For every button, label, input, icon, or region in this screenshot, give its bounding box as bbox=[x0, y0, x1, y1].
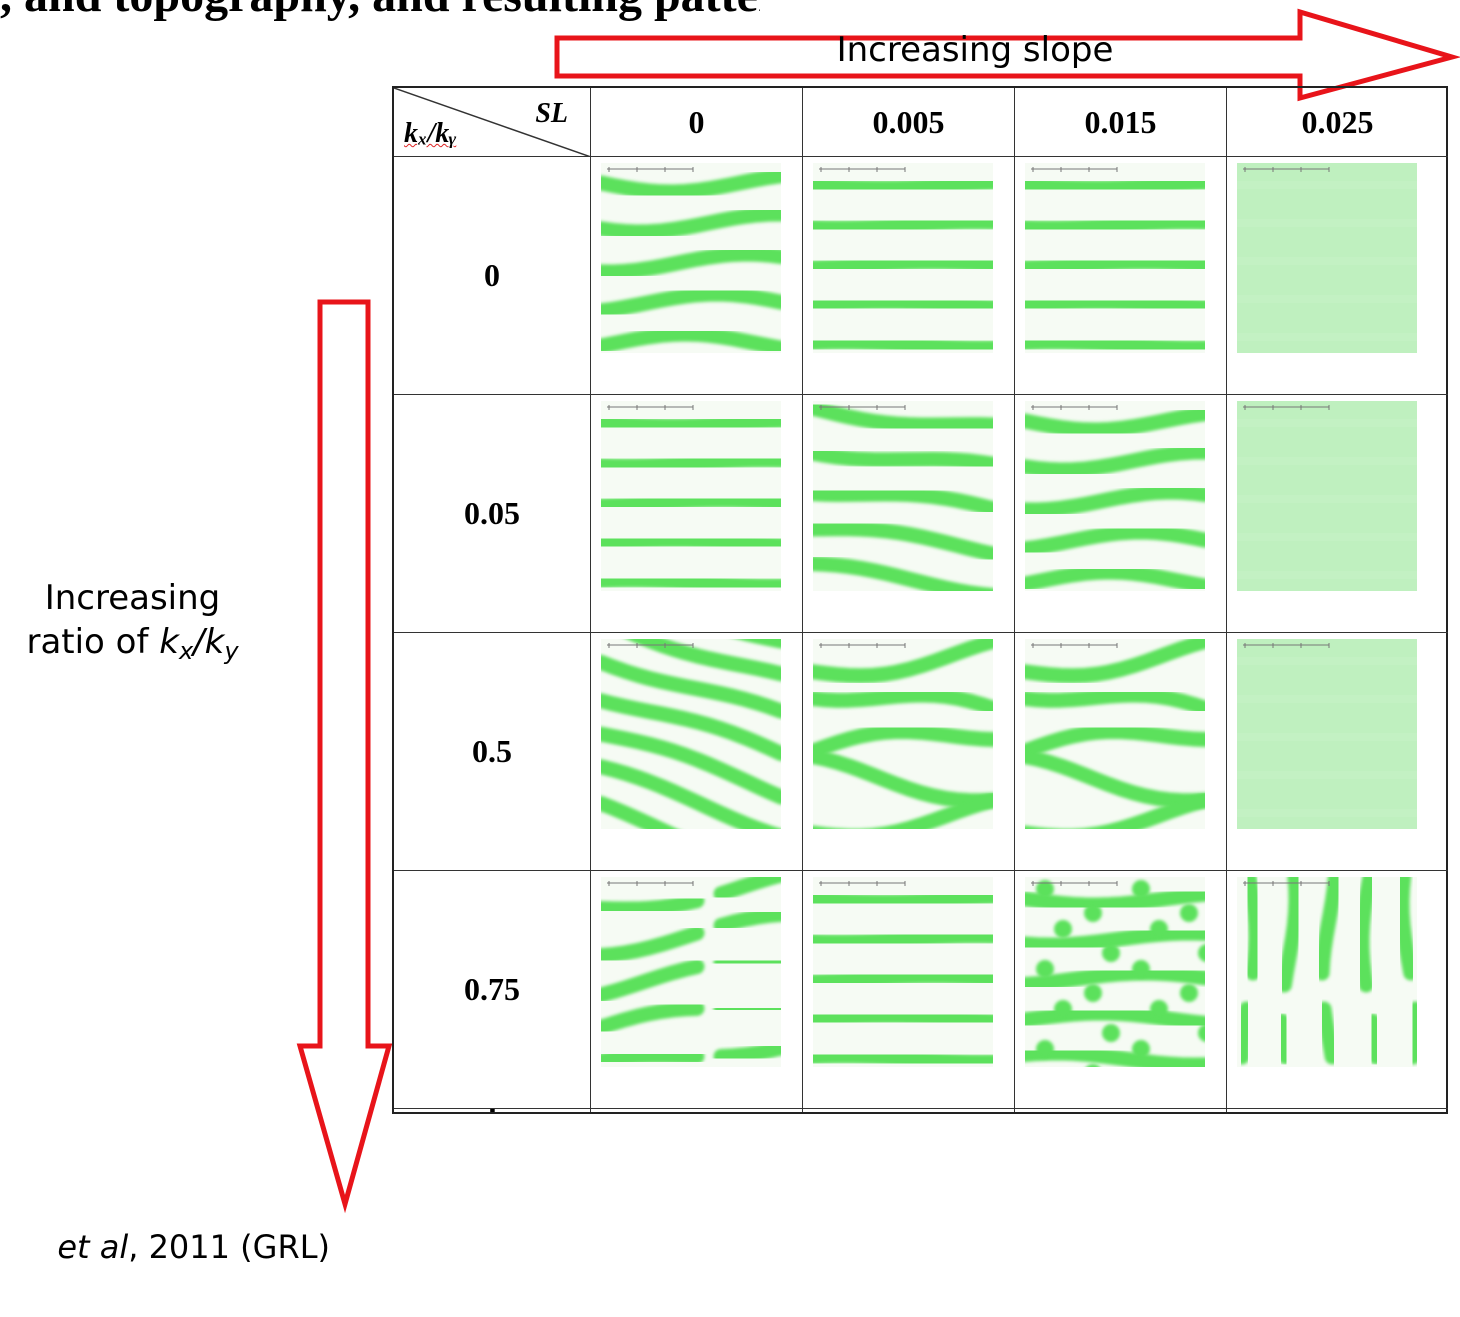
uniform-pattern bbox=[1237, 401, 1417, 591]
pattern-cell bbox=[591, 395, 803, 633]
wavy-bands-pattern bbox=[1025, 401, 1205, 591]
straight-bands-pattern bbox=[813, 163, 993, 353]
diagonal-bands-pattern bbox=[601, 639, 781, 829]
ratio-axis-header: kₓ/kᵧ bbox=[404, 118, 457, 149]
pattern-cell bbox=[591, 157, 803, 395]
row-header: 0 bbox=[394, 157, 591, 395]
ratio-label-line2: ratio of kx/ky bbox=[26, 622, 239, 665]
pattern-cell bbox=[803, 157, 1015, 395]
pattern-cell bbox=[1015, 157, 1227, 395]
broken-bands-pattern bbox=[601, 877, 781, 1067]
row-header: 1 bbox=[394, 1109, 591, 1112]
citation: et al, 2011 (GRL) bbox=[57, 1228, 330, 1266]
row-header: 0.5 bbox=[394, 633, 591, 871]
pattern-cell bbox=[803, 871, 1015, 1109]
pattern-cell bbox=[1227, 395, 1448, 633]
pattern-cell bbox=[803, 395, 1015, 633]
ratio-label-line1: Increasing bbox=[44, 578, 221, 618]
pattern-cell bbox=[803, 1109, 1015, 1112]
col-header: 0.005 bbox=[803, 88, 1015, 157]
col-header: 0.025 bbox=[1227, 88, 1448, 157]
title-fragment: , and topography, and resulting pattern bbox=[0, 0, 760, 22]
col-header: 0.015 bbox=[1015, 88, 1227, 157]
pattern-cell bbox=[1015, 395, 1227, 633]
pattern-cell bbox=[591, 871, 803, 1109]
straight-bands-pattern bbox=[601, 401, 781, 591]
branched-bands-pattern bbox=[1025, 639, 1205, 829]
pattern-cell bbox=[591, 633, 803, 871]
pattern-cell bbox=[1015, 633, 1227, 871]
vertical-bands-pattern bbox=[1237, 877, 1417, 1067]
straight-bands-pattern bbox=[1025, 163, 1205, 353]
col-header: 0 bbox=[591, 88, 803, 157]
increasing-slope-label: Increasing slope bbox=[836, 30, 1114, 70]
table-corner-header: SL kₓ/kᵧ bbox=[394, 88, 591, 157]
beaded-bands-pattern bbox=[1025, 877, 1205, 1067]
row-header: 0.75 bbox=[394, 871, 591, 1109]
corner-diagonal bbox=[394, 88, 590, 156]
pattern-cell bbox=[591, 1109, 803, 1112]
row-header: 0.05 bbox=[394, 395, 591, 633]
pattern-cell bbox=[1015, 1109, 1227, 1112]
increasing-ratio-arrow bbox=[296, 299, 393, 1214]
slanted-bands-pattern bbox=[813, 401, 993, 591]
pattern-cell bbox=[1227, 157, 1448, 395]
increasing-slope-arrow bbox=[554, 8, 1460, 102]
wavy-bands-pattern bbox=[601, 163, 781, 353]
ratio-label: Increasing ratio of kx/ky bbox=[0, 576, 265, 673]
straight-bands-pattern bbox=[813, 877, 993, 1067]
branched-bands-pattern bbox=[813, 639, 993, 829]
slope-axis-header: SL bbox=[535, 98, 568, 129]
uniform-pattern bbox=[1237, 639, 1417, 829]
pattern-table: SL kₓ/kᵧ 0 0.005 0.015 0.025 0 0.05 0.5 … bbox=[392, 86, 1448, 1114]
pattern-cell bbox=[1227, 871, 1448, 1109]
pattern-cell bbox=[1015, 871, 1227, 1109]
pattern-cell bbox=[1227, 1109, 1448, 1112]
pattern-cell bbox=[1227, 633, 1448, 871]
uniform-pattern bbox=[1237, 163, 1417, 353]
pattern-cell bbox=[803, 633, 1015, 871]
